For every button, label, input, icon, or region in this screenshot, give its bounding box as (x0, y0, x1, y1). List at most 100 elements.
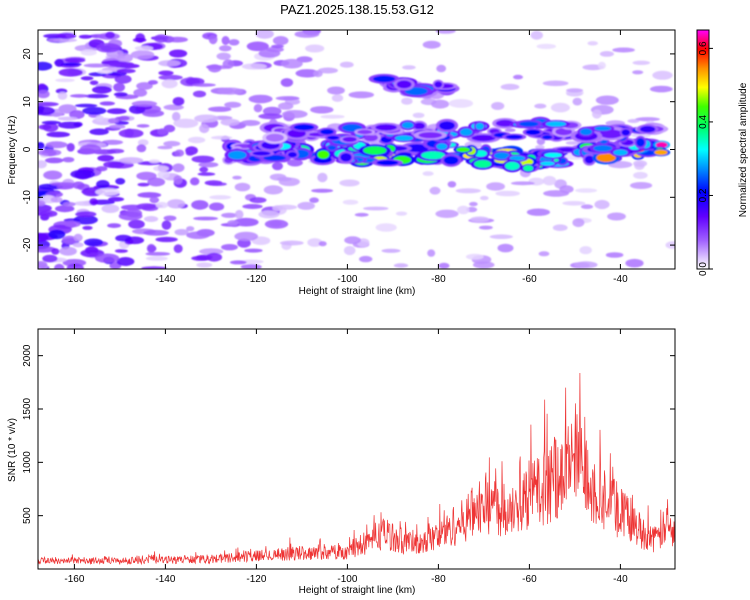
heatmap-cell (115, 178, 126, 185)
heatmap-cell (73, 215, 98, 225)
heatmap-cell (120, 204, 145, 211)
heatmap-cell (509, 155, 526, 161)
heatmap-cell (465, 253, 484, 260)
heatmap-cell (359, 255, 373, 263)
heatmap-cell (95, 188, 120, 196)
heatmap-cell (72, 181, 85, 189)
heatmap-cell (469, 201, 478, 207)
heatmap-cell (114, 74, 132, 84)
heatmap-cell (97, 69, 113, 74)
heatmap-cell (124, 128, 134, 138)
heatmap-cell (101, 204, 120, 213)
heatmap-cell (479, 225, 493, 230)
heatmap-cell (216, 52, 231, 60)
heatmap-cell (495, 190, 520, 197)
heatmap-cell (106, 108, 127, 115)
heatmap-cell (132, 37, 147, 43)
heatmap-cell (221, 244, 238, 251)
heatmap-cell (38, 89, 50, 99)
heatmap-cell (198, 162, 219, 168)
heatmap-cell (253, 104, 263, 113)
y-tick-label: 0 (22, 146, 33, 152)
heatmap-cell (105, 31, 115, 39)
heatmap-cell (412, 112, 425, 119)
heatmap-cell (279, 240, 304, 246)
colorbar-gradient (697, 30, 709, 269)
heatmap-cell (593, 145, 613, 152)
heatmap-cell (474, 160, 492, 168)
heatmap-cell (41, 120, 61, 125)
figure-title: PAZ1.2025.138.15.53.G12 (280, 2, 434, 17)
heatmap-cell (199, 166, 209, 173)
heatmap-cell (375, 124, 397, 131)
heatmap-cell (193, 216, 219, 221)
colorbar: 0.0 0.2 0.4 0.6 Normalized spectral amplitu… (696, 29, 749, 276)
heatmap-cell (222, 59, 234, 69)
heatmap-cell (55, 78, 75, 83)
heatmap-cell (562, 201, 586, 206)
heatmap-cell (73, 233, 83, 242)
heatmap-cell (108, 197, 125, 202)
heatmap-cell (149, 196, 160, 204)
heatmap-cell (50, 182, 76, 187)
heatmap-cell (80, 76, 94, 81)
colorbar-label: Normalized spectral amplitude (738, 82, 749, 217)
heatmap-y-ticks: -20 -10 0 10 20 (22, 48, 675, 252)
heatmap-cell (418, 132, 443, 139)
heatmap-cell (148, 80, 158, 85)
y-tick-label: 500 (22, 507, 33, 524)
heatmap-cell (447, 181, 457, 188)
heatmap-cell (460, 128, 473, 136)
y-tick-label: -20 (22, 237, 33, 252)
heatmap-cell (630, 182, 653, 189)
heatmap-cell (95, 166, 108, 172)
heatmap-cell (550, 102, 570, 113)
heatmap-cell (107, 223, 121, 229)
heatmap-cell (113, 82, 125, 92)
heatmap-cell (208, 106, 232, 112)
heatmap-cell (633, 160, 648, 168)
heatmap-cell (341, 124, 363, 132)
heatmap-cell (633, 171, 648, 179)
heatmap-cell (538, 251, 550, 257)
heatmap-cell (161, 79, 178, 89)
heatmap-cell (69, 110, 85, 120)
heatmap-cell (142, 109, 165, 117)
heatmap-cell (505, 161, 520, 171)
x-tick-label: -160 (64, 574, 84, 585)
heatmap-cell (395, 211, 408, 216)
heatmap-cell (185, 150, 195, 156)
x-tick-label: -120 (246, 574, 266, 585)
heatmap-cell (227, 220, 239, 226)
heatmap-cell (310, 106, 334, 114)
heatmap-cell (248, 94, 273, 104)
heatmap-cell (439, 121, 455, 130)
heatmap-cell (373, 75, 396, 83)
heatmap-cell (654, 149, 668, 155)
heatmap-cell (422, 40, 441, 49)
heatmap-cell (339, 61, 354, 68)
heatmap-cell (131, 100, 158, 107)
heatmap-cell (413, 122, 425, 130)
heatmap-cell (575, 188, 598, 193)
heatmap-cell (542, 135, 553, 140)
heatmap-cell (307, 238, 323, 247)
heatmap-cell (317, 150, 330, 159)
heatmap-cell (494, 152, 510, 160)
heatmap-cell (342, 136, 357, 142)
heatmap-cell (599, 51, 615, 57)
heatmap-cell (211, 135, 233, 140)
heatmap-cell (38, 160, 47, 169)
heatmap-cell (196, 262, 213, 268)
heatmap-cell (39, 210, 58, 218)
heatmap-cell (311, 188, 334, 193)
heatmap-cell (269, 220, 283, 227)
heatmap-cell (552, 224, 568, 231)
heatmap-cell (42, 254, 58, 263)
heatmap-cell (309, 197, 319, 203)
heatmap-cell (305, 44, 325, 53)
heatmap-cell (73, 121, 83, 127)
heatmap-cell (48, 229, 66, 240)
heatmap-cell (84, 94, 109, 99)
heatmap-cell (276, 176, 292, 182)
